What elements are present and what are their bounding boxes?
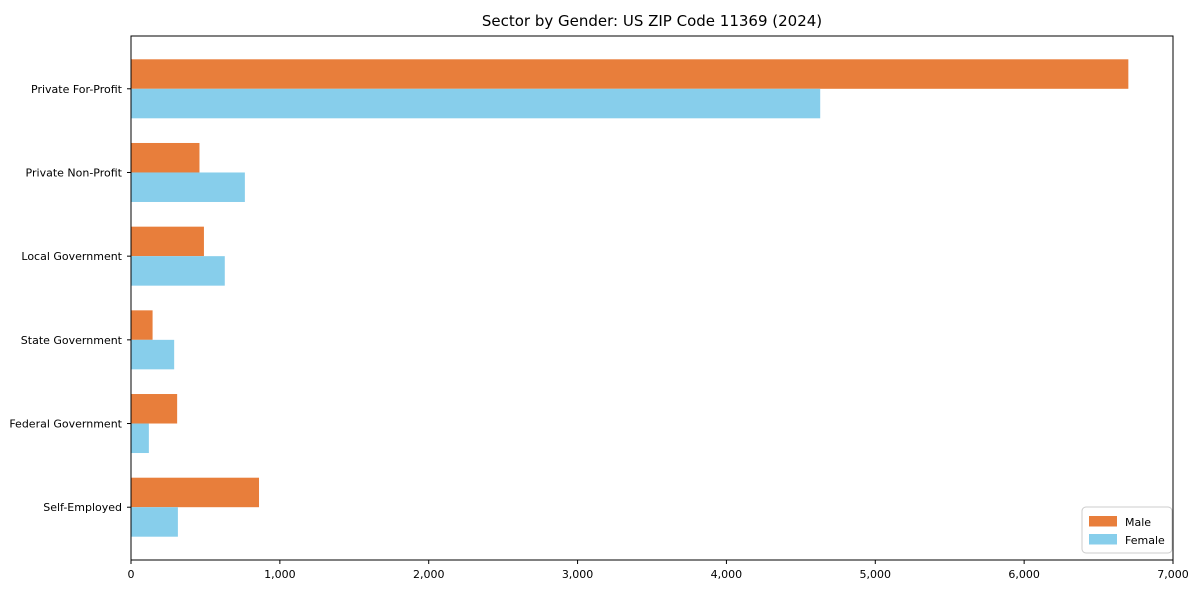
bar-female-6 — [131, 507, 178, 537]
chart-title: Sector by Gender: US ZIP Code 11369 (202… — [482, 12, 822, 30]
plot-area-border — [130, 35, 1174, 561]
legend-swatch-male — [1089, 516, 1117, 527]
y-tick-label: Federal Government — [9, 418, 122, 431]
bar-female-5 — [131, 423, 149, 454]
x-tick-label: 6,000 — [1008, 568, 1040, 581]
bar-male-2 — [131, 142, 200, 173]
x-tick-label: 0 — [128, 568, 135, 581]
x-tick-label: 7,000 — [1157, 568, 1189, 581]
y-tick-label: Private For-Profit — [31, 83, 123, 96]
bar-female-4 — [131, 339, 175, 370]
x-tick-label: 2,000 — [413, 568, 445, 581]
y-tick-label: Private Non-Profit — [26, 166, 123, 179]
legend: Male Female — [1081, 506, 1173, 554]
x-tick-label: 4,000 — [711, 568, 743, 581]
x-tick-label: 5,000 — [860, 568, 892, 581]
bar-female-3 — [131, 256, 225, 286]
legend-swatch-female — [1089, 534, 1117, 545]
bar-male-3 — [131, 226, 204, 257]
bar-male-5 — [131, 394, 178, 424]
legend-label-male: Male — [1125, 516, 1151, 529]
bar-female-1 — [131, 88, 821, 119]
bar-female-2 — [131, 172, 245, 202]
bar-male-6 — [131, 477, 260, 508]
x-tick-label: 1,000 — [264, 568, 296, 581]
bar-male-1 — [131, 59, 1129, 89]
bars-layer — [131, 59, 1129, 537]
y-axis-ticks: Private For-Profit Private Non-Profit Loca… — [9, 83, 131, 514]
y-tick-label: State Government — [21, 334, 123, 347]
x-tick-label: 3,000 — [562, 568, 594, 581]
y-tick-label: Local Government — [21, 250, 122, 263]
bar-male-4 — [131, 310, 153, 340]
y-tick-label: Self-Employed — [43, 501, 122, 514]
legend-label-female: Female — [1125, 534, 1165, 547]
x-axis-ticks: 0 1,000 2,000 3,000 4,000 5,000 6,000 7,000 — [128, 560, 1189, 581]
